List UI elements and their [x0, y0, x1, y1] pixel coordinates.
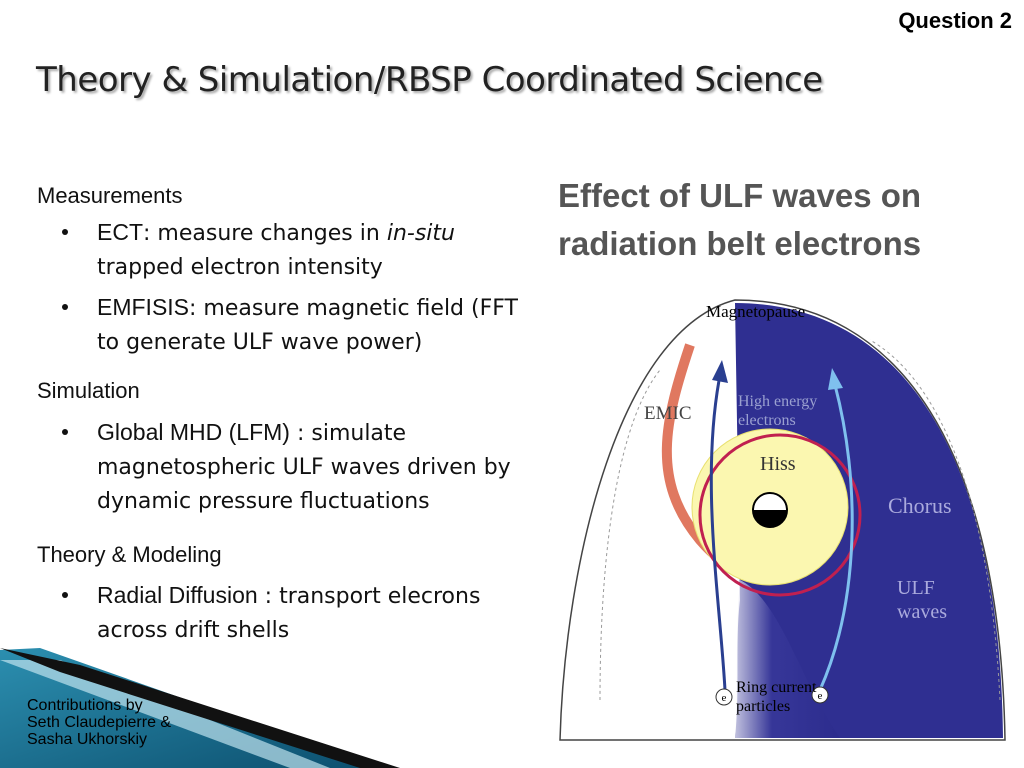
diagram-label: Magnetopause — [706, 302, 805, 321]
particle — [811, 686, 829, 704]
bullet: Global MHD (LFM) : simulate magnetospher… — [97, 415, 547, 519]
diagram-label: ULF waves — [897, 577, 947, 623]
chorus-region — [735, 303, 1003, 738]
earth-night — [753, 510, 787, 527]
plasmapause-wiggle — [599, 339, 1001, 701]
diagram-label: EMIC — [644, 403, 692, 424]
bullet-text: ECT — [97, 219, 143, 245]
bullet-marker — [62, 592, 68, 598]
arrowhead — [828, 368, 843, 390]
bullet: ECT: measure changes in in-situ trapped … — [97, 215, 547, 285]
slide-title: Theory & Simulation/RBSP Coordinated Sci… — [36, 60, 823, 100]
bullet: EMFISIS: measure magnetic field (FFT to … — [97, 290, 547, 360]
bullet-text: trapped electron intensity — [97, 255, 383, 280]
bullet-marker — [62, 304, 68, 310]
section-heading: Theory & Modeling — [37, 542, 222, 567]
diagram-label: Chorus — [888, 493, 952, 518]
wave-band — [0, 648, 400, 768]
section-heading: Simulation — [37, 378, 140, 403]
question-tag: Question 2 — [898, 8, 1012, 33]
bullet-text: Global MHD (LFM) — [97, 419, 290, 445]
wave-band — [0, 660, 330, 768]
bullet-text: : measure magnetic field (FFT to generat… — [97, 296, 518, 355]
footer-line: Contributions by — [27, 697, 143, 714]
bullet-text: : transport elecrons across drift shells — [97, 584, 481, 643]
electron-path — [709, 374, 727, 691]
bullet-text: in-situ — [386, 221, 455, 246]
bullet-text: EMFISIS — [97, 294, 190, 320]
electron-path — [818, 384, 854, 691]
drift-orbit — [698, 433, 862, 597]
diagram-label: Hiss — [760, 453, 796, 475]
bullet-text: : simulate magnetospheric ULF waves driv… — [97, 421, 511, 514]
particle — [715, 688, 733, 706]
footer-line: Seth Claudepierre & — [27, 714, 172, 731]
diagram-label: e — [722, 692, 727, 704]
footer-line: Sasha Ukhorskiy — [27, 731, 148, 748]
diagram-label: Ring current particles — [736, 679, 817, 715]
bullet: Radial Diffusion : transport elecrons ac… — [97, 578, 547, 648]
bullet-marker — [62, 429, 68, 435]
bullet-text: : measure changes in — [143, 221, 387, 246]
bullet-marker — [62, 229, 68, 235]
section-heading: Measurements — [37, 183, 183, 208]
figure-title: Effect of ULF waves on radiation belt el… — [558, 177, 922, 262]
bullet-text: Radial Diffusion — [97, 582, 258, 608]
footer: Contributions by Seth Claudepierre & Sasha… — [27, 697, 171, 748]
arrowhead — [712, 360, 728, 383]
diagram-label: High energy electrons — [738, 393, 817, 429]
diagram-label: e — [818, 690, 823, 702]
